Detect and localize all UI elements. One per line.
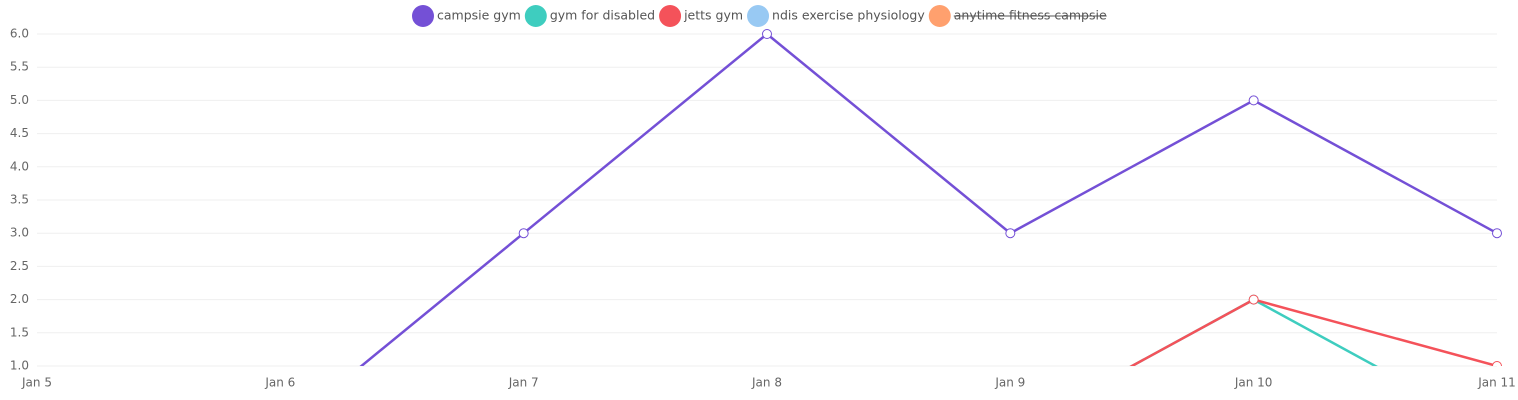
x-tick-label: Jan 5: [21, 376, 52, 390]
y-tick-label: 5.0: [10, 93, 29, 107]
line: [359, 32, 1498, 366]
x-tick-label: Jan 9: [994, 376, 1025, 390]
legend-label[interactable]: gym for disabled: [550, 8, 655, 23]
point: [518, 228, 529, 239]
legend-swatch: [659, 5, 682, 27]
x-tick-label: Jan 11: [1477, 376, 1516, 390]
point: [1005, 228, 1016, 239]
legend-label[interactable]: campsie gym: [437, 8, 521, 23]
y-tick-label: 3.0: [10, 226, 29, 240]
y-tick-label: 3.5: [10, 193, 29, 207]
point: [1248, 294, 1259, 305]
y-tick-label: 6.0: [10, 27, 29, 41]
point: [1492, 228, 1502, 239]
y-tick-label: 4.0: [10, 159, 29, 173]
x-tick-label: Jan 10: [1234, 376, 1273, 390]
legend-label[interactable]: jetts gym: [683, 8, 743, 23]
y-tick-label: 4.5: [10, 126, 29, 140]
legend-label[interactable]: ndis exercise physiology: [772, 8, 925, 23]
legend-swatch: [747, 5, 770, 27]
legend-swatch: [524, 5, 547, 27]
legend-swatch: [928, 5, 951, 27]
point: [1492, 361, 1502, 366]
plot-area: [359, 29, 1502, 366]
legend-swatch: [412, 5, 434, 27]
legend-label[interactable]: anytime fitness campsie: [954, 8, 1107, 23]
y-tick-label: 2.0: [10, 292, 29, 306]
point: [1248, 95, 1259, 106]
point: [762, 29, 772, 39]
y-tick-label: 1.5: [10, 325, 29, 339]
x-tick-label: Jan 7: [508, 376, 539, 390]
x-tick-label: Jan 8: [751, 376, 782, 390]
y-tick-label: 5.5: [10, 60, 29, 74]
x-tick-label: Jan 6: [264, 376, 295, 390]
y-tick-label: 2.5: [10, 259, 29, 273]
y-tick-label: 1.0: [10, 359, 29, 373]
